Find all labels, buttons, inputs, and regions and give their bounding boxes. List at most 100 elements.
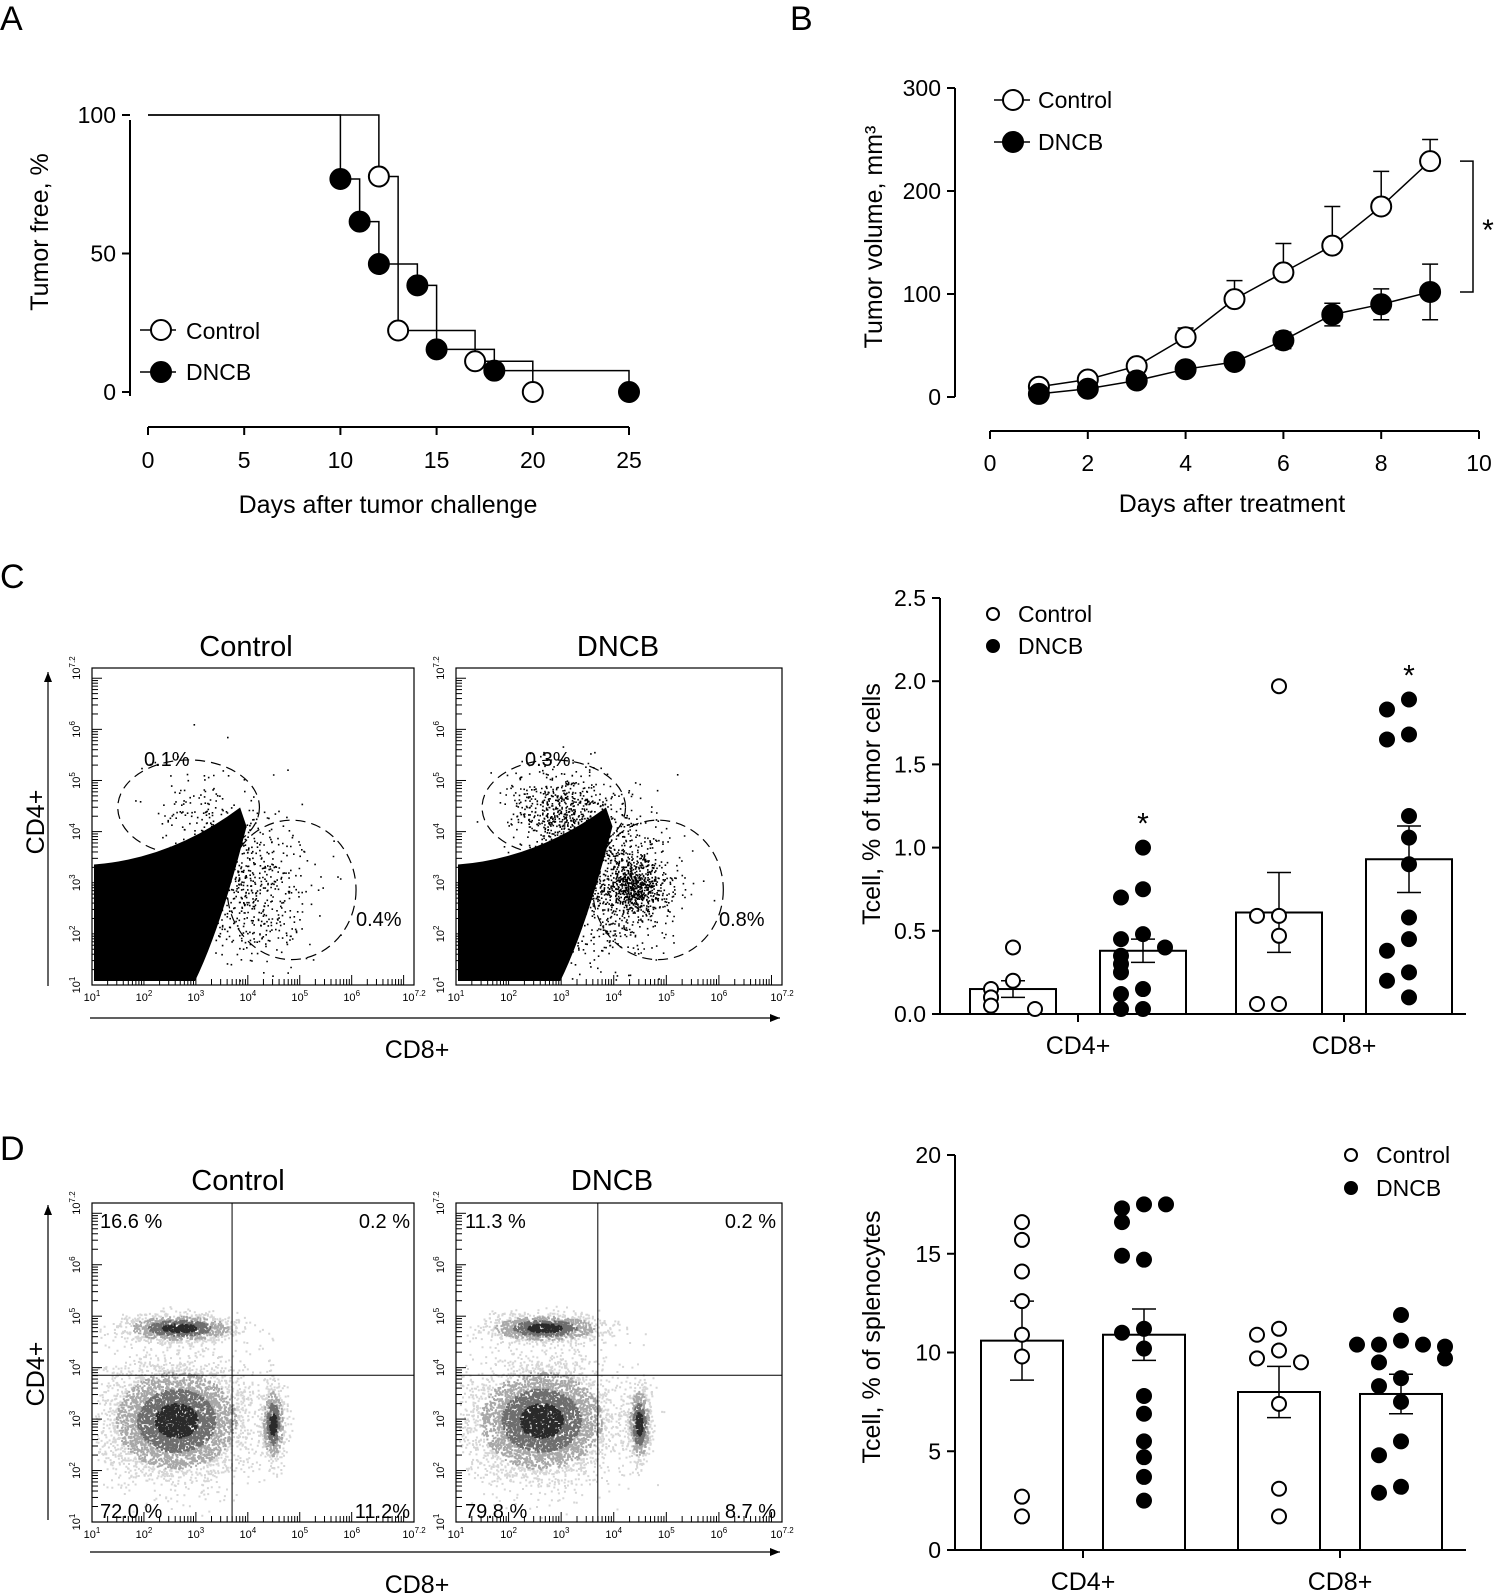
panel-c-bar-point-dncb bbox=[1113, 986, 1129, 1003]
panel-d-bar-point-control bbox=[1271, 1508, 1287, 1525]
panel-b-legend-dncb: DNCB bbox=[1038, 129, 1103, 155]
panel-letter-c: C bbox=[0, 558, 25, 596]
panel-c-flow-dncb-scatter-events bbox=[476, 746, 716, 981]
panel-d-flow-control-density-layer bbox=[136, 1319, 281, 1454]
panel-c-flow-dncb-main-population bbox=[458, 807, 613, 981]
panel-d-bar-point-dncb bbox=[1114, 1200, 1130, 1217]
panel-d-quad-ur-control: 0.2 % bbox=[359, 1211, 410, 1233]
panel-d-flow-dncb-x-tick-label: 102 bbox=[500, 1526, 517, 1541]
panel-d-flow-control-density-layer bbox=[95, 1306, 295, 1519]
panel-b-x-tick-label: 6 bbox=[1277, 450, 1290, 476]
panel-c-flow-control-y-tick-label: 103 bbox=[68, 874, 83, 891]
panel-a-point-control bbox=[367, 165, 390, 188]
panel-d-legend-control: Control bbox=[1376, 1142, 1450, 1168]
panel-a-point-dncb bbox=[618, 381, 640, 403]
panel-c-flow-dncb-y-tick-label: 101 bbox=[432, 976, 447, 993]
panel-a-xlabel: Days after tumor challenge bbox=[239, 491, 538, 519]
panel-d-flow-control-frame bbox=[91, 1202, 415, 1523]
panel-c-flow-dncb-y-tick-label: 104 bbox=[432, 823, 447, 840]
panel-d-flow-control-x-tick-label: 103 bbox=[188, 1526, 205, 1541]
panel-d-flow-control-y-tick-label: 106 bbox=[68, 1256, 83, 1273]
panel-b-point-dncb bbox=[1419, 280, 1442, 303]
panel-c-flow-plots: 101101102102103103104104105105106106107.… bbox=[44, 656, 794, 1022]
panel-c-bar-point-dncb bbox=[1113, 1001, 1129, 1018]
panel-d-legend-dncb: DNCB bbox=[1376, 1175, 1441, 1201]
panel-d-bar-point-dncb bbox=[1371, 1447, 1387, 1464]
panel-b-point-control bbox=[1321, 234, 1344, 257]
panel-c-bar-point-dncb bbox=[1135, 881, 1151, 898]
panel-d-bar-point-dncb bbox=[1393, 1332, 1409, 1349]
panel-d-bar-point-control bbox=[1014, 1214, 1030, 1231]
panel-d-flow-title-dncb: DNCB bbox=[571, 1165, 653, 1197]
panel-a-ylabel: Tumor free, % bbox=[26, 153, 54, 310]
panel-d-bar-point-dncb bbox=[1136, 1340, 1152, 1357]
panel-c-bar-point-control bbox=[1271, 907, 1287, 924]
panel-b-y-tick-label: 0 bbox=[928, 384, 941, 410]
panel-c-flow-ylabel: CD4+ bbox=[22, 790, 50, 855]
panel-c-bar-point-dncb bbox=[1401, 691, 1417, 708]
panel-a-point-control bbox=[464, 350, 487, 373]
panel-c-bar-significance: * bbox=[1403, 660, 1415, 693]
panel-d-flow-control-x-tick-label: 101 bbox=[84, 1526, 101, 1541]
panel-b-point-dncb bbox=[1027, 382, 1050, 405]
panel-d-bar-point-dncb bbox=[1136, 1196, 1152, 1213]
panel-d-bar-point-control bbox=[1271, 1342, 1287, 1359]
panel-d-bar-category-label: CD8+ bbox=[1308, 1568, 1373, 1595]
panel-d-legend-marker-dncb bbox=[1344, 1181, 1358, 1195]
panel-c-bar-y-tick-label: 0.5 bbox=[894, 918, 926, 944]
panel-a-legend-dncb: DNCB bbox=[186, 359, 251, 385]
panel-d-bar-point-control bbox=[1014, 1231, 1030, 1248]
panel-c-bar-point-control bbox=[1005, 972, 1021, 989]
panel-d-bar-bar-dncb bbox=[1359, 1392, 1443, 1551]
panel-d-flow-control-density-layer bbox=[115, 1315, 284, 1470]
panel-d-bar-y-tick-label: 20 bbox=[915, 1142, 941, 1168]
panel-d-bar-chart: 0 5 10 15 20 CD4+ CD8+ bbox=[915, 1142, 1466, 1595]
panel-d-bar-point-control bbox=[1014, 1488, 1030, 1505]
panel-c-bar-point-control bbox=[1249, 996, 1265, 1013]
panel-c-flow-control-x-tick-label: 106 bbox=[343, 989, 360, 1004]
panel-d-flow-ylabel: CD4+ bbox=[22, 1342, 50, 1407]
panel-c-flow-control-y-tick-label: 106 bbox=[68, 720, 83, 737]
panel-d-quad-ur-dncb: 0.2 % bbox=[725, 1211, 776, 1233]
panel-c-bar-y-tick-label: 2.0 bbox=[894, 668, 926, 694]
panel-c-flow-control-gate-cd8 bbox=[226, 819, 357, 961]
panel-d-bar-point-dncb bbox=[1349, 1336, 1365, 1353]
panel-d-flow-x-arrow-head bbox=[770, 1548, 780, 1556]
panel-d-flow-dncb-y-tick-label: 103 bbox=[432, 1410, 447, 1427]
panel-b-volume-chart: 0 100 200 300 0 2 4 6 8 10 bbox=[903, 75, 1492, 476]
panel-c-flow-dncb-y-tick-label: 106 bbox=[432, 720, 447, 737]
panel-c-flow-control-y-tick-label: 105 bbox=[68, 772, 83, 789]
panel-d-flow-control-density-layer bbox=[154, 1323, 278, 1439]
panel-a-x-tick-label: 25 bbox=[616, 447, 642, 473]
panel-b-x-tick-label: 2 bbox=[1081, 450, 1094, 476]
panel-c-flow-control-x-tick-label: 103 bbox=[188, 989, 205, 1004]
panel-d-bar-point-dncb bbox=[1393, 1370, 1409, 1387]
panel-d-flow-xlabel: CD8+ bbox=[385, 1571, 450, 1595]
panel-a-survival-chart: 0 50 100 0 5 10 15 20 25 bbox=[78, 102, 642, 473]
panel-c-flow-x-arrow-head bbox=[770, 1014, 780, 1022]
panel-b-y-tick-label: 200 bbox=[903, 178, 941, 204]
panel-c-bar-point-dncb bbox=[1379, 942, 1395, 959]
panel-b-point-dncb bbox=[1272, 329, 1295, 352]
panel-a-x-tick-label: 20 bbox=[520, 447, 546, 473]
panel-d-bar-point-control bbox=[1249, 1350, 1265, 1367]
panel-d-flow-control-x-tick-label: 104 bbox=[239, 1526, 256, 1541]
panel-c-bar-point-dncb bbox=[1379, 972, 1395, 989]
panel-d-bar-y-tick-label: 15 bbox=[915, 1241, 941, 1267]
panel-b-ylabel: Tumor volume, mm³ bbox=[860, 126, 888, 349]
panel-d-legend-marker-control bbox=[1344, 1148, 1358, 1162]
panel-d-bar-point-dncb bbox=[1415, 1336, 1431, 1353]
panel-c-bar-point-dncb bbox=[1135, 926, 1151, 943]
panel-b-point-dncb bbox=[1321, 303, 1344, 326]
panel-b-point-dncb bbox=[1223, 350, 1246, 373]
panel-d-quad-ul-dncb: 11.3 % bbox=[465, 1211, 526, 1233]
panel-c-flow-dncb-y-tick-label: 105 bbox=[432, 772, 447, 789]
panel-d-flow-y-arrow-head bbox=[44, 1205, 52, 1215]
panel-a-x-tick-label: 5 bbox=[238, 447, 251, 473]
panel-d-bar-point-dncb bbox=[1393, 1478, 1409, 1495]
panel-b-x-tick-label: 10 bbox=[1466, 450, 1492, 476]
panel-c-flow-control-x-tick-label: 101 bbox=[84, 989, 101, 1004]
panel-c-bar-y-tick-label: 1.5 bbox=[894, 751, 926, 777]
